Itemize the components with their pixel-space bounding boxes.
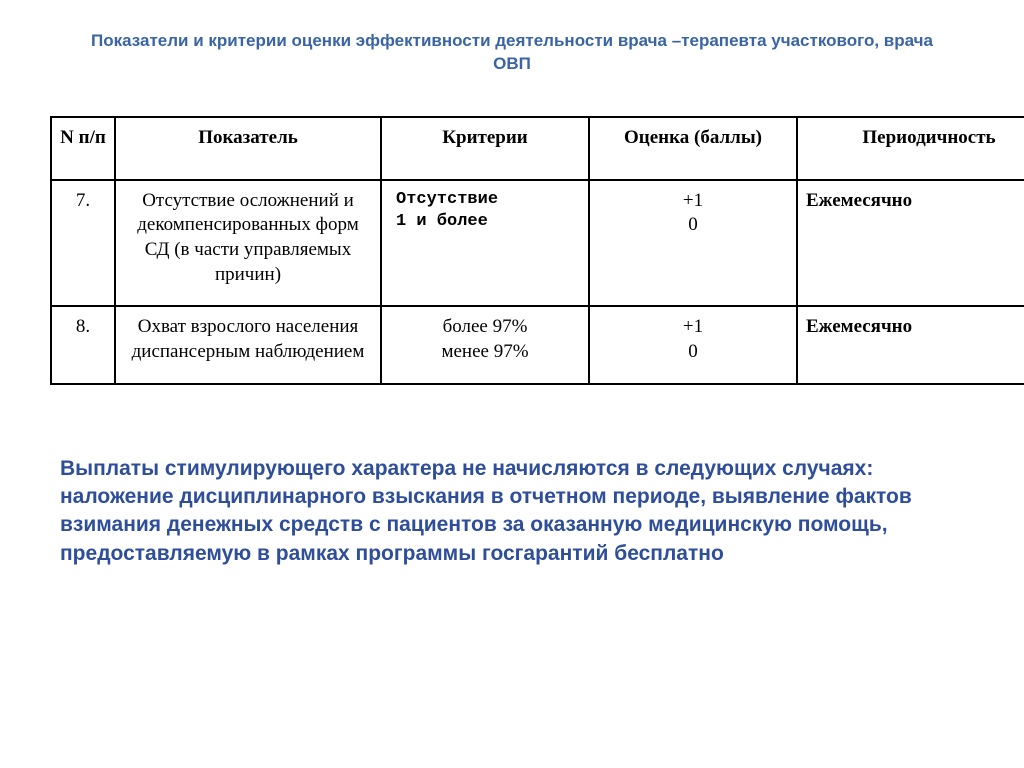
footnote-text: Выплаты стимулирующего характера не начи…: [60, 455, 954, 568]
cell-period: Ежемесячно: [797, 306, 1024, 383]
cell-period: Ежемесячно: [797, 180, 1024, 307]
table-header-row: N п/п Показатель Критерии Оценка (баллы)…: [51, 117, 1024, 180]
cell-n: 8.: [51, 306, 115, 383]
criteria-table: N п/п Показатель Критерии Оценка (баллы)…: [50, 116, 1024, 385]
page-title: Показатели и критерии оценки эффективнос…: [80, 30, 944, 76]
col-header-score: Оценка (баллы): [589, 117, 797, 180]
cell-indicator: Охват взрослого населения диспансерным н…: [115, 306, 381, 383]
slide: Показатели и критерии оценки эффективнос…: [0, 0, 1024, 768]
cell-n: 7.: [51, 180, 115, 307]
cell-indicator: Отсутствие осложнений и декомпенсированн…: [115, 180, 381, 307]
cell-criteria: более 97% менее 97%: [381, 306, 589, 383]
col-header-n: N п/п: [51, 117, 115, 180]
cell-score: +1 0: [589, 180, 797, 307]
col-header-period: Периодичность: [797, 117, 1024, 180]
col-header-criteria: Критерии: [381, 117, 589, 180]
table-row: 8. Охват взрослого населения диспансерны…: [51, 306, 1024, 383]
cell-score: +1 0: [589, 306, 797, 383]
table-row: 7. Отсутствие осложнений и декомпенсиров…: [51, 180, 1024, 307]
col-header-indicator: Показатель: [115, 117, 381, 180]
cell-criteria: Отсутствие 1 и более: [381, 180, 589, 307]
